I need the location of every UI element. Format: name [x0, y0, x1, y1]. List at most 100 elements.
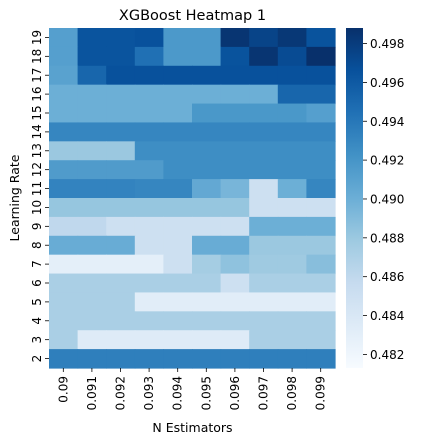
heatmap-cell [192, 330, 222, 350]
y-axis-label: Learning Rate [7, 154, 22, 241]
heatmap-cell [106, 103, 136, 124]
y-tick-label: 10 [30, 200, 44, 215]
heatmap-cell [49, 273, 79, 294]
colorbar-tick-label: 0.490 [370, 192, 404, 206]
heatmap-cell [249, 160, 279, 180]
heatmap-cell [163, 292, 193, 312]
x-tick-label: 0.09 [56, 376, 70, 403]
heatmap-cell [163, 198, 193, 218]
x-tick-label: 0.091 [85, 376, 99, 410]
heatmap-cell [192, 84, 222, 105]
heatmap-cell [106, 122, 136, 142]
heatmap-cell [106, 311, 136, 331]
x-axis-label: N Estimators [152, 420, 232, 435]
heatmap-cell [306, 160, 336, 180]
heatmap-cell [277, 160, 307, 180]
heatmap-cell [49, 349, 79, 369]
heatmap-cell [77, 349, 107, 369]
heatmap-cell [134, 46, 164, 67]
heatmap-cell [277, 330, 307, 350]
heatmap-cell [220, 311, 250, 331]
heatmap-cell [277, 349, 307, 369]
heatmap-cell [306, 179, 336, 199]
heatmap-cell [306, 103, 336, 124]
heatmap-cell [220, 28, 250, 48]
heatmap-cell [249, 349, 279, 369]
heatmap-cell [249, 292, 279, 312]
heatmap-cell [77, 122, 107, 142]
heatmap-cell [134, 84, 164, 105]
chart-title: XGBoost Heatmap 1 [119, 8, 266, 24]
heatmap-cell [220, 46, 250, 67]
y-tick-label: 3 [30, 336, 44, 344]
heatmap-cell [220, 122, 250, 142]
colorbar-tick-label: 0.486 [370, 270, 404, 284]
heatmap-cell [163, 84, 193, 105]
heatmap-cell [306, 65, 336, 86]
heatmap-cell [306, 198, 336, 218]
heatmap-cell [77, 273, 107, 294]
heatmap-cell [220, 349, 250, 369]
heatmap-cell [106, 160, 136, 180]
heatmap-cell [77, 84, 107, 105]
heatmap-cell [163, 311, 193, 331]
heatmap-cell [306, 28, 336, 48]
heatmap-cell [306, 84, 336, 105]
colorbar-tick-label: 0.496 [370, 76, 404, 90]
heatmap-cell [106, 254, 136, 275]
heatmap-cell [277, 103, 307, 124]
heatmap-cell [249, 198, 279, 218]
heatmap-cell [49, 292, 79, 312]
heatmap-cell [192, 46, 222, 67]
heatmap-cell [249, 254, 279, 275]
heatmap-cell [106, 273, 136, 294]
heatmap-cell [77, 198, 107, 218]
heatmap-cell [134, 28, 164, 48]
colorbar-tick-label: 0.484 [370, 309, 404, 323]
heatmap-cell [192, 28, 222, 48]
heatmap-cell [277, 28, 307, 48]
heatmap-cell [220, 65, 250, 86]
heatmap-cell [249, 235, 279, 256]
heatmap-cell [163, 273, 193, 294]
heatmap-cell [77, 216, 107, 237]
heatmap-cell [220, 84, 250, 105]
heatmap-cell [49, 254, 79, 275]
heatmap-cell [106, 141, 136, 161]
x-tick-label: 0.097 [257, 376, 271, 410]
x-tick-label: 0.092 [114, 376, 128, 410]
heatmap-cell [220, 198, 250, 218]
heatmap-cell [49, 235, 79, 256]
y-tick-label: 16 [30, 86, 44, 101]
heatmap-cell [163, 65, 193, 86]
heatmap-cell [277, 292, 307, 312]
heatmap-cell [77, 46, 107, 67]
heatmap-cell [277, 273, 307, 294]
y-tick-label: 18 [30, 49, 44, 64]
heatmap-cell [106, 330, 136, 350]
heatmap-cell [106, 28, 136, 48]
heatmap-cell [220, 330, 250, 350]
heatmap-cell [306, 254, 336, 275]
heatmap-cell [306, 292, 336, 312]
heatmap-cell [134, 311, 164, 331]
heatmap-cell [134, 273, 164, 294]
heatmap-cell [49, 198, 79, 218]
colorbar-tick-label: 0.498 [370, 37, 404, 51]
heatmap-cell [49, 46, 79, 67]
heatmap-cell [220, 141, 250, 161]
heatmap-cell [192, 103, 222, 124]
y-tick-label: 14 [30, 124, 44, 139]
heatmap-cell [49, 330, 79, 350]
colorbar-tick-label: 0.482 [370, 348, 404, 362]
heatmap-cell [106, 179, 136, 199]
heatmap-cell [106, 84, 136, 105]
heatmap-cell [192, 254, 222, 275]
heatmap-cell [277, 198, 307, 218]
y-tick-label: 11 [30, 181, 44, 196]
heatmap-cell [134, 235, 164, 256]
heatmap-cell [220, 216, 250, 237]
heatmap-cell [192, 311, 222, 331]
heatmap-cell [277, 65, 307, 86]
